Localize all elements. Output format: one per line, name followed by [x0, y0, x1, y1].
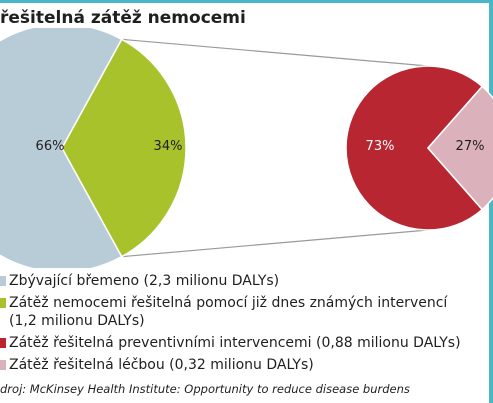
source-note: droj: McKinsey Health Institute: Opportu…: [0, 382, 410, 396]
legend-swatch-preventive: [0, 338, 6, 348]
legend-swatch-treatment: [0, 360, 6, 370]
legend-swatch-remaining: [0, 276, 6, 286]
legend-label-remaining: Zbývající břemeno (2,3 milionu DALYs): [9, 273, 280, 289]
pie1-slice-1: [0, 28, 123, 268]
pie1-value-label-1: 66%: [36, 139, 65, 154]
top-border: [0, 0, 493, 3]
legend-swatch-addressable: [0, 298, 6, 308]
pie-charts: 66% 34% 73% 27%: [0, 28, 493, 268]
pie2-value-label-1: 73%: [366, 139, 395, 154]
pie2-value-label-2: 27%: [456, 139, 485, 154]
pie2-slice-1: [345, 65, 484, 231]
legend-label-treatment: Zátěž řešitelná léčbou (0,32 milionu DAL…: [9, 357, 314, 373]
chart-title: řešitelná zátěž nemocemi: [0, 8, 246, 28]
pie1-slice-2: [61, 38, 187, 258]
pie1-value-label-2: 34%: [154, 139, 183, 154]
connector-line-top: [121, 38, 429, 67]
legend-label-preventive: Zátěž řešitelná preventivními intervence…: [9, 335, 461, 351]
pie2-slice-2: [427, 85, 493, 211]
legend-label-addressable-value: (1,2 milionu DALYs): [9, 313, 145, 329]
connector-line-bottom: [121, 229, 429, 258]
legend-label-addressable: Zátěž nemocemi řešitelná pomocí již dnes…: [9, 295, 448, 311]
